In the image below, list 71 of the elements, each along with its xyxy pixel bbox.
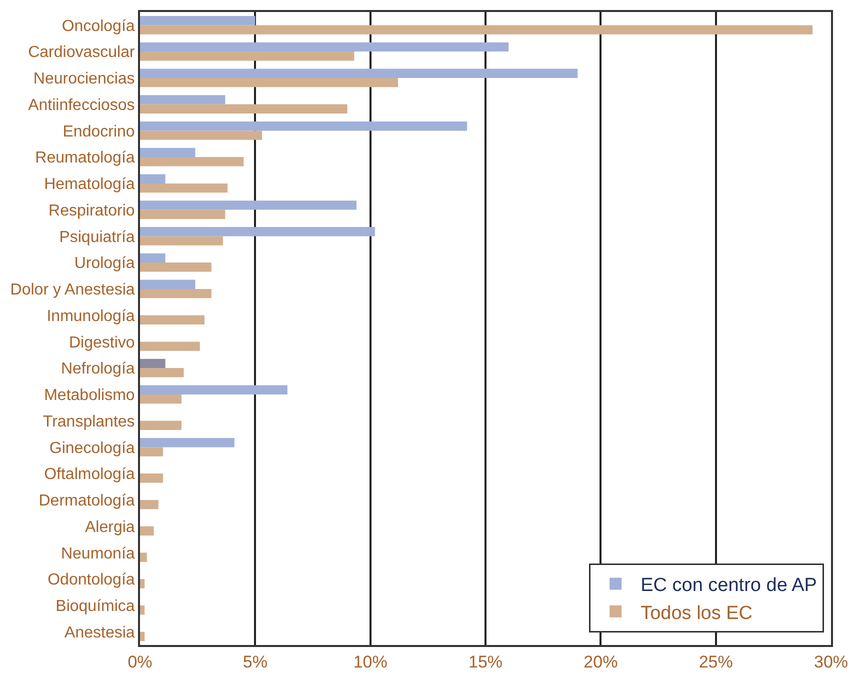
bar bbox=[140, 236, 223, 246]
y-tick-label: Reumatología bbox=[35, 150, 135, 167]
bar bbox=[140, 200, 357, 210]
y-tick-label: Oftalmología bbox=[44, 466, 135, 484]
y-tick-label: Digestivo bbox=[68, 334, 135, 352]
y-tick-label: Inmunología bbox=[46, 308, 135, 325]
bar bbox=[140, 280, 196, 289]
bar bbox=[140, 78, 398, 88]
bar bbox=[140, 288, 212, 298]
bar bbox=[140, 226, 375, 236]
y-tick-label: Oncología bbox=[62, 18, 135, 35]
y-tick-label: Neurociencias bbox=[33, 70, 135, 88]
bar bbox=[140, 157, 244, 166]
y-tick-label: Antiinfecciosos bbox=[28, 96, 135, 114]
bar bbox=[140, 253, 166, 263]
y-tick-label: Metabolismo bbox=[44, 387, 135, 404]
y-tick-label: Cardiovascular bbox=[28, 44, 136, 62]
legend-label: EC con centro de AP bbox=[640, 575, 817, 596]
bar bbox=[140, 632, 145, 642]
bar bbox=[140, 16, 256, 26]
bar bbox=[140, 42, 509, 52]
bar bbox=[140, 358, 166, 368]
bar bbox=[140, 68, 578, 78]
bar bbox=[140, 368, 184, 378]
x-tick-label: 25% bbox=[698, 652, 733, 672]
x-tick-label: 10% bbox=[353, 652, 388, 672]
y-tick-label: Alergia bbox=[84, 518, 135, 536]
bar bbox=[140, 262, 212, 272]
x-tick-label: 15% bbox=[468, 652, 503, 672]
bar bbox=[140, 315, 204, 325]
x-tick-label: 20% bbox=[584, 652, 618, 672]
bar bbox=[140, 605, 145, 615]
y-tick-label: Nefrología bbox=[60, 360, 135, 378]
x-tick-label: 0% bbox=[128, 652, 152, 672]
bar bbox=[140, 95, 226, 104]
x-tick-label: 30% bbox=[814, 652, 848, 672]
y-tick-label: Psiquiatría bbox=[59, 228, 135, 246]
legend-label: Todos los EC bbox=[640, 602, 753, 624]
bar bbox=[140, 474, 164, 483]
y-tick-label: Dolor y Anestesia bbox=[10, 282, 135, 299]
y-tick-label: Bioquímica bbox=[56, 598, 135, 616]
x-tick-label: 5% bbox=[242, 652, 268, 672]
y-tick-label: Hematología bbox=[44, 176, 135, 194]
bar bbox=[140, 25, 813, 34]
bar bbox=[140, 342, 200, 351]
bar bbox=[140, 148, 196, 158]
bar bbox=[140, 552, 147, 562]
y-tick-label: Transplantes bbox=[42, 413, 135, 430]
bar bbox=[140, 579, 145, 588]
bar bbox=[140, 447, 164, 456]
y-tick-label: Endocrino bbox=[62, 123, 135, 140]
bar bbox=[140, 526, 154, 536]
bar bbox=[140, 394, 182, 404]
y-tick-label: Respiratorio bbox=[48, 202, 135, 220]
bar bbox=[140, 420, 182, 430]
y-tick-label: Anestesia bbox=[64, 624, 135, 642]
y-tick-label: Neumonía bbox=[60, 545, 135, 562]
y-tick-label: Urología bbox=[74, 255, 135, 272]
y-tick-label: Dermatología bbox=[38, 492, 135, 510]
bar bbox=[140, 104, 348, 114]
bar bbox=[140, 385, 288, 394]
bar bbox=[140, 121, 468, 131]
bar bbox=[140, 174, 166, 184]
bar bbox=[140, 500, 158, 510]
bar bbox=[140, 210, 226, 220]
y-tick-label: Odontología bbox=[48, 572, 135, 589]
bar bbox=[140, 183, 228, 193]
bar bbox=[140, 130, 262, 140]
bar bbox=[140, 438, 234, 448]
bar bbox=[140, 52, 354, 61]
y-tick-label: Ginecología bbox=[49, 440, 135, 457]
